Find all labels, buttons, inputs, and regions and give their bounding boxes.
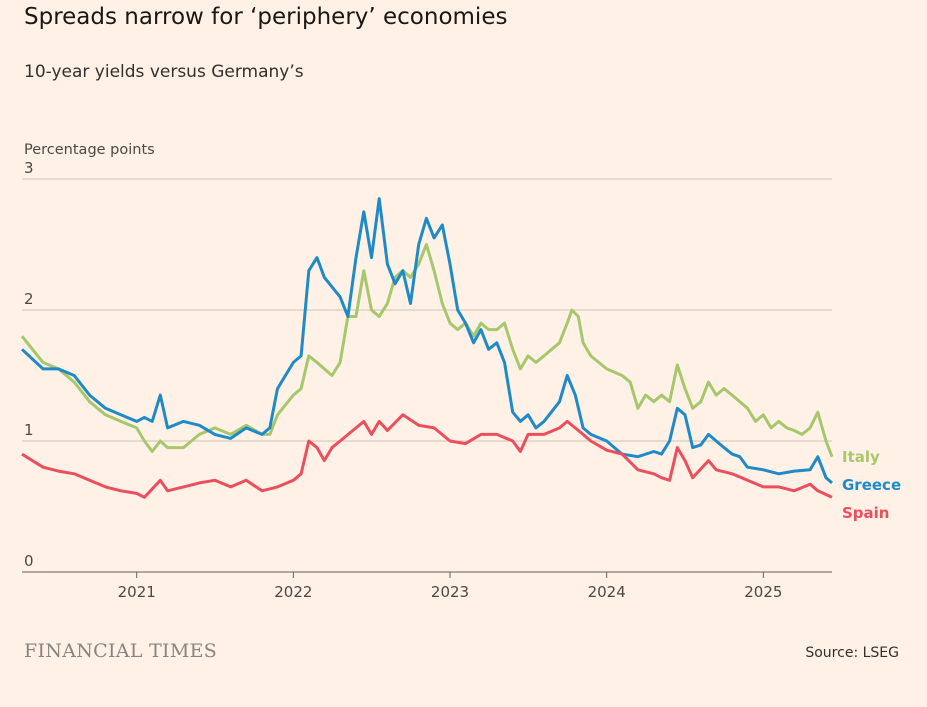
series-label-greece: Greece bbox=[842, 476, 901, 494]
x-tick-label: 2021 bbox=[118, 583, 156, 601]
x-tick-label: 2023 bbox=[431, 583, 469, 601]
y-tick-label: 1 bbox=[24, 421, 34, 439]
y-tick-label: 3 bbox=[24, 159, 34, 177]
financial-times-logo: FINANCIAL TIMES bbox=[24, 640, 218, 662]
y-tick-label: 2 bbox=[24, 290, 34, 308]
series-line-italy bbox=[20, 243, 834, 458]
y-tick-label: 0 bbox=[24, 552, 34, 570]
series-label-spain: Spain bbox=[842, 504, 889, 522]
chart-title: Spreads narrow for ‘periphery’ economies bbox=[24, 4, 508, 30]
chart-subtitle: 10-year yields versus Germany’s bbox=[24, 62, 304, 82]
x-tick-label: 2025 bbox=[744, 583, 782, 601]
series-line-greece bbox=[20, 197, 833, 485]
source-note: Source: LSEG bbox=[805, 645, 899, 661]
series-label-italy: Italy bbox=[842, 448, 880, 466]
x-tick-label: 2024 bbox=[588, 583, 626, 601]
y-axis-label: Percentage points bbox=[24, 142, 155, 158]
series-line-spain bbox=[21, 413, 833, 499]
x-tick-label: 2022 bbox=[274, 583, 312, 601]
